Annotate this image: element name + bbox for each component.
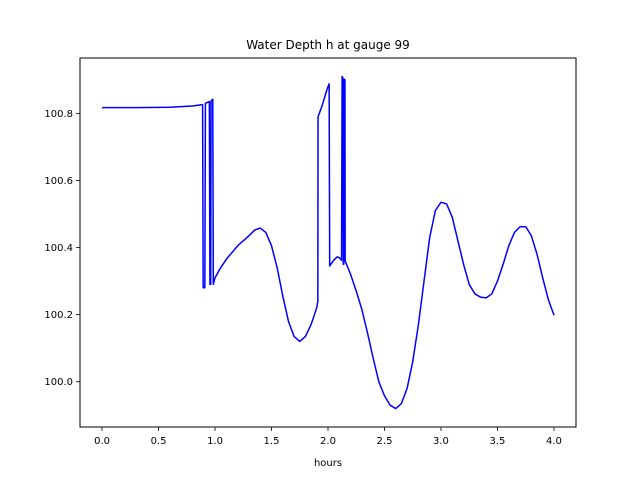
y-tick-label: 100.6 xyxy=(44,176,73,187)
x-axis-label: hours xyxy=(314,458,342,469)
x-tick-label: 1.5 xyxy=(264,436,280,447)
x-axis: 0.0 0.5 1.0 1.5 2.0 2.5 3.0 3.5 4.0 xyxy=(94,427,562,447)
chart-title: Water Depth h at gauge 99 xyxy=(246,38,410,52)
x-tick-label: 2.5 xyxy=(377,436,393,447)
x-tick-label: 0.5 xyxy=(151,436,167,447)
x-tick-label: 3.5 xyxy=(490,436,506,447)
x-tick-label: 1.0 xyxy=(207,436,223,447)
y-tick-label: 100.0 xyxy=(44,377,73,388)
x-tick-label: 4.0 xyxy=(546,436,562,447)
x-tick-label: 2.0 xyxy=(320,436,336,447)
y-tick-label: 100.2 xyxy=(44,310,73,321)
y-tick-label: 100.4 xyxy=(44,243,73,254)
x-tick-label: 3.0 xyxy=(433,436,449,447)
plot-area xyxy=(102,75,555,410)
y-tick-label: 100.8 xyxy=(44,109,73,120)
y-axis: 100.0 100.2 100.4 100.6 100.8 xyxy=(44,109,80,388)
x-tick-label: 0.0 xyxy=(94,436,110,447)
series-line-0 xyxy=(102,75,555,410)
